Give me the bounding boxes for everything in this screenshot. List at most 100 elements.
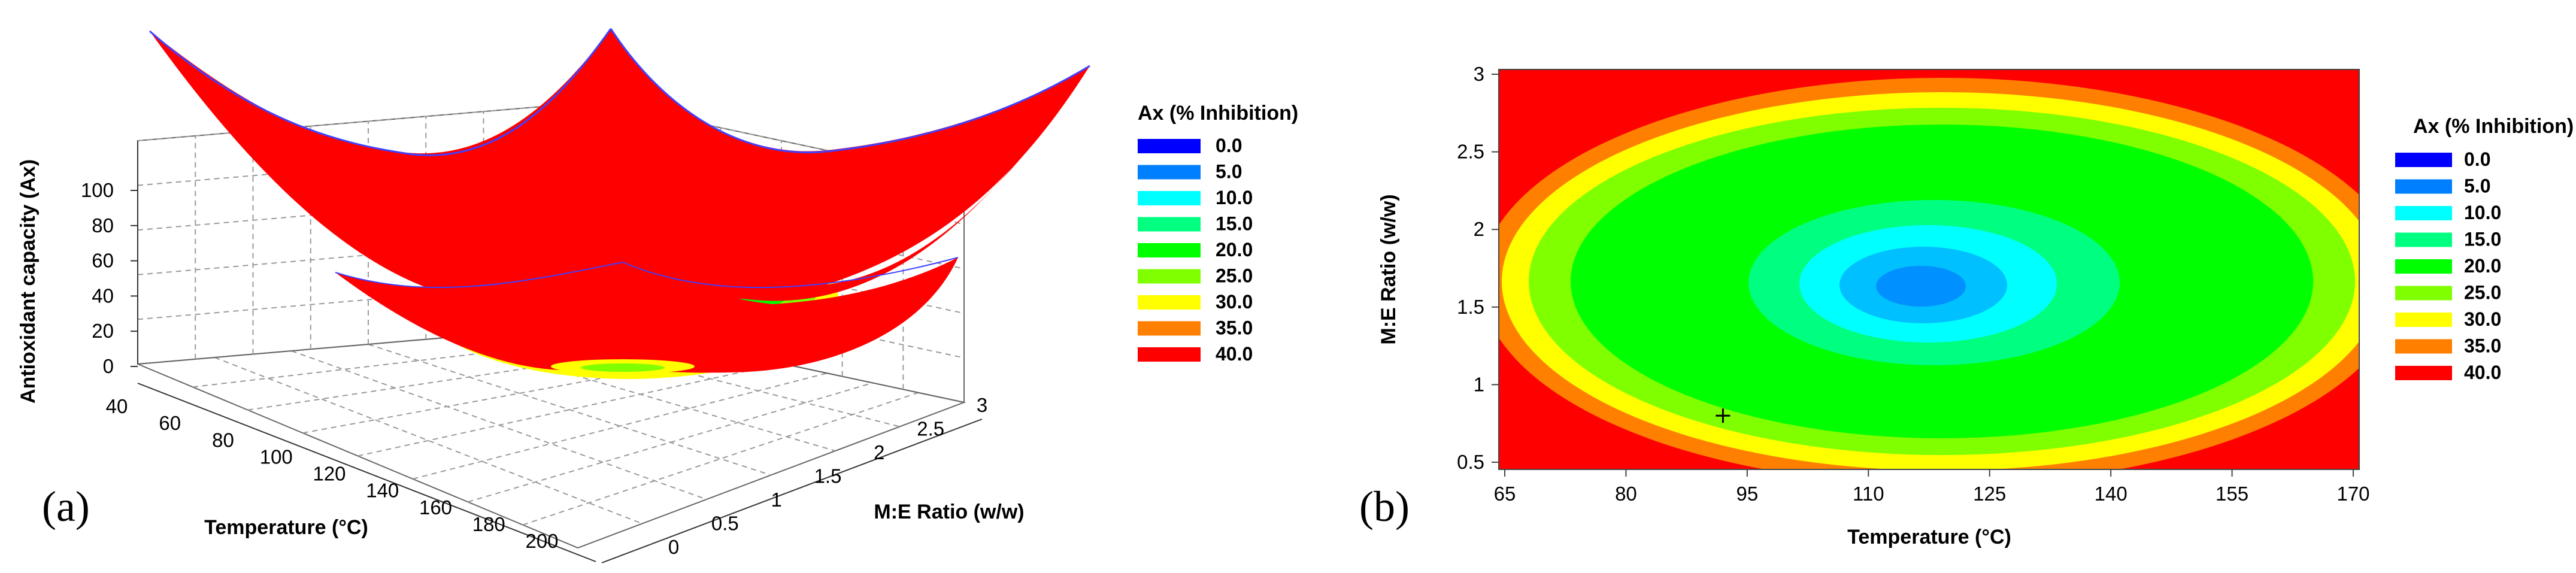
surface-mesh	[149, 28, 1090, 379]
floor-gridline-temperature	[413, 372, 828, 480]
panel-b-contour-plot: 65 80 95 110 125 140 155 170 0.5 1 1.5 2 2.5 3 Tempe…	[1359, 63, 2574, 548]
surface-underside-band-inner	[581, 363, 665, 372]
y-tick-label: 0.5	[711, 513, 739, 535]
legend-label: 30.0	[2464, 308, 2501, 330]
x-tick-label: 160	[419, 496, 452, 519]
legend-swatch	[2395, 313, 2452, 327]
legend-label: 30.0	[1216, 291, 1253, 313]
x-tick-label: 140	[366, 480, 399, 502]
x-axis-ticks: 40 60 80 100 120 140 160 180 200	[106, 395, 559, 552]
y-axis-line	[601, 419, 983, 563]
heatmap-y-label: M:E Ratio (w/w)	[1377, 194, 1400, 344]
legend-swatch	[2395, 153, 2452, 167]
legend-swatch	[1138, 165, 1201, 180]
legend-swatch	[1138, 217, 1201, 232]
legend-label: 25.0	[1216, 265, 1253, 287]
legend-label: 25.0	[2464, 282, 2501, 304]
legend-a-title: Ax (% Inhibition)	[1138, 102, 1298, 125]
z-tick-label: 60	[92, 250, 114, 272]
z-axis-label: Antioxidant capacity (Ax)	[17, 159, 40, 404]
legend-label: 20.0	[1216, 239, 1253, 260]
heatmap-x-tick-label: 65	[1494, 483, 1516, 505]
floor-gridline-ratio	[368, 344, 771, 476]
legend-swatch	[1138, 243, 1201, 257]
legend-label: 0.0	[2464, 148, 2490, 170]
heatmap-y-tick-label: 1	[1474, 373, 1484, 395]
legend-label: 35.0	[2464, 335, 2501, 357]
surface-front-peak	[551, 262, 701, 314]
y-tick-label: 2.5	[917, 418, 944, 440]
legend-swatch	[2395, 259, 2452, 274]
x-tick-label: 120	[313, 463, 346, 485]
heatmap-x-tick-label: 110	[1853, 483, 1884, 505]
legend-swatch	[2395, 286, 2452, 301]
heatmap-y-ticks: 0.5 1 1.5 2 2.5 3	[1457, 63, 1499, 473]
y-axis-label: M:E Ratio (w/w)	[874, 501, 1024, 523]
legend-label: 0.0	[1216, 135, 1242, 156]
legend-a: 0.0 5.0 10.0 15.0 20.0 25.0 30.0 35.0 40.0	[1138, 135, 1253, 365]
heatmap-x-label: Temperature (°C)	[1847, 526, 2011, 548]
panel-label-b: (b)	[1359, 483, 1410, 530]
heatmap-x-tick-label: 125	[1973, 483, 2006, 505]
legend-swatch	[1138, 295, 1201, 310]
legend-label: 5.0	[2464, 175, 2490, 197]
y-tick-label: 3	[977, 394, 987, 416]
heatmap-x-tick-label: 95	[1736, 483, 1758, 505]
x-tick-label: 40	[106, 395, 128, 417]
legend-label: 10.0	[2464, 202, 2501, 223]
heatmap-y-tick-label: 2.5	[1457, 141, 1484, 163]
heatmap-x-tick-label: 80	[1615, 483, 1637, 505]
floor-gridline-temperature	[522, 392, 919, 526]
z-tick-label: 100	[81, 179, 114, 201]
heatmap-x-tick-label: 155	[2216, 483, 2248, 505]
z-tick-label: 0	[103, 355, 114, 377]
legend-b-title: Ax (% Inhibition)	[2413, 115, 2574, 138]
heatmap-y-tick-label: 3	[1474, 63, 1484, 85]
y-tick-label: 1.5	[814, 465, 842, 487]
floor-gridline-ratio	[291, 350, 707, 500]
x-tick-label: 200	[525, 530, 558, 552]
heatmap-y-tick-label: 0.5	[1457, 451, 1484, 473]
z-tick-label: 80	[92, 214, 114, 237]
contour-core	[1876, 266, 1966, 307]
legend-swatch	[2395, 206, 2452, 220]
surface-front-rim	[335, 262, 623, 289]
z-tick-label: 40	[92, 284, 114, 307]
y-axis-ticks: 0 0.5 1 1.5 2 2.5 3	[668, 394, 987, 558]
legend-swatch	[2395, 179, 2452, 194]
x-axis-line	[137, 383, 596, 562]
legend-swatch	[2395, 339, 2452, 354]
legend-label: 10.0	[1216, 187, 1253, 208]
legend-label: 5.0	[1216, 161, 1242, 183]
y-tick-label: 1	[771, 489, 781, 511]
legend-label: 35.0	[1216, 317, 1253, 339]
surface-top-sheet	[150, 29, 1090, 304]
floor-gridline-ratio	[522, 331, 900, 428]
legend-swatch	[1138, 269, 1201, 284]
heatmap-x-ticks: 65 80 95 110 125 140 155 170	[1494, 469, 2370, 505]
optimum-marker	[1716, 408, 1731, 423]
legend-label: 40.0	[2464, 362, 2501, 383]
surface-front-sheet	[335, 257, 958, 373]
y-tick-label: 0	[668, 536, 679, 558]
x-axis-label: Temperature (°C)	[204, 516, 368, 539]
legend-b: 0.0 5.0 10.0 15.0 20.0 25.0 30.0 35.0 40.0	[2395, 148, 2501, 383]
z-tick-label: 20	[92, 320, 114, 342]
z-axis-ticks: 0 20 40 60 80 100	[81, 179, 138, 377]
y-tick-label: 2	[874, 441, 884, 463]
legend-label: 15.0	[1216, 213, 1253, 235]
legend-label: 20.0	[2464, 255, 2501, 277]
x-tick-label: 100	[260, 445, 293, 468]
legend-label: 40.0	[1216, 343, 1253, 365]
legend-swatch	[1138, 321, 1201, 336]
surface-front-rim-right	[622, 257, 959, 289]
surface-rim-left	[149, 28, 612, 156]
heatmap-y-tick-label: 2	[1474, 218, 1484, 240]
legend-swatch	[1138, 191, 1201, 205]
panel-label-a: (a)	[42, 483, 90, 530]
x-tick-label: 60	[159, 412, 181, 434]
x-tick-label: 80	[212, 429, 234, 451]
legend-swatch	[1138, 139, 1201, 153]
